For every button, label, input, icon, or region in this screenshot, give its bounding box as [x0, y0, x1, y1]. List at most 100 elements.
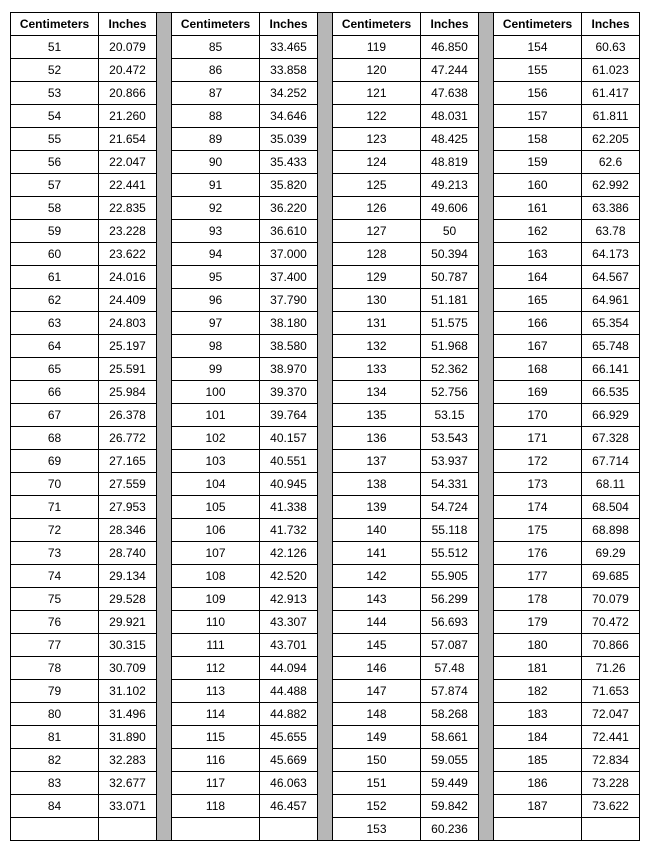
column-gap — [157, 772, 172, 795]
cell-inches: 73.228 — [582, 772, 640, 795]
cell-centimeters: 183 — [494, 703, 582, 726]
cell-inches: 62.205 — [582, 128, 640, 151]
col-header-in: Inches — [421, 13, 479, 36]
column-gap — [479, 427, 494, 450]
cell-centimeters: 67 — [11, 404, 99, 427]
cell-inches: 67.328 — [582, 427, 640, 450]
cell-centimeters: 178 — [494, 588, 582, 611]
cell-centimeters: 157 — [494, 105, 582, 128]
cell-centimeters: 125 — [333, 174, 421, 197]
column-gap — [479, 519, 494, 542]
column-gap — [318, 381, 333, 404]
column-gap — [479, 197, 494, 220]
cell-inches: 31.890 — [99, 726, 157, 749]
cell-centimeters: 64 — [11, 335, 99, 358]
cell-centimeters: 150 — [333, 749, 421, 772]
column-gap — [318, 519, 333, 542]
cell-inches — [582, 818, 640, 841]
cell-centimeters: 61 — [11, 266, 99, 289]
cell-centimeters: 148 — [333, 703, 421, 726]
cell-centimeters: 71 — [11, 496, 99, 519]
cell-centimeters: 101 — [172, 404, 260, 427]
cell-inches: 39.764 — [260, 404, 318, 427]
cell-centimeters: 119 — [333, 36, 421, 59]
cell-inches: 31.102 — [99, 680, 157, 703]
cell-inches: 35.820 — [260, 174, 318, 197]
column-gap — [479, 13, 494, 36]
column-gap — [318, 36, 333, 59]
column-gap — [157, 703, 172, 726]
cell-centimeters: 131 — [333, 312, 421, 335]
cell-centimeters: 135 — [333, 404, 421, 427]
table-row: 8332.67711746.06315159.44918673.228 — [11, 772, 640, 795]
cell-centimeters: 134 — [333, 381, 421, 404]
cell-inches: 38.970 — [260, 358, 318, 381]
cell-centimeters: 161 — [494, 197, 582, 220]
table-row: 7328.74010742.12614155.51217669.29 — [11, 542, 640, 565]
cell-inches: 30.709 — [99, 657, 157, 680]
table-row: 7228.34610641.73214055.11817568.898 — [11, 519, 640, 542]
column-gap — [479, 335, 494, 358]
cell-centimeters: 73 — [11, 542, 99, 565]
cell-inches: 59.449 — [421, 772, 479, 795]
cell-centimeters: 92 — [172, 197, 260, 220]
cell-centimeters: 179 — [494, 611, 582, 634]
column-gap — [157, 473, 172, 496]
table-row: 6425.1979838.58013251.96816765.748 — [11, 335, 640, 358]
cell-centimeters: 158 — [494, 128, 582, 151]
cell-inches: 58.268 — [421, 703, 479, 726]
cell-inches: 71.26 — [582, 657, 640, 680]
column-gap — [318, 818, 333, 841]
cell-centimeters: 154 — [494, 36, 582, 59]
cell-centimeters: 162 — [494, 220, 582, 243]
cell-centimeters: 128 — [333, 243, 421, 266]
column-gap — [479, 358, 494, 381]
column-gap — [318, 634, 333, 657]
cell-inches: 55.905 — [421, 565, 479, 588]
cell-centimeters: 83 — [11, 772, 99, 795]
cell-centimeters: 63 — [11, 312, 99, 335]
cell-centimeters: 152 — [333, 795, 421, 818]
cell-centimeters: 124 — [333, 151, 421, 174]
column-gap — [318, 105, 333, 128]
cell-inches: 27.165 — [99, 450, 157, 473]
cell-centimeters: 106 — [172, 519, 260, 542]
cell-centimeters: 109 — [172, 588, 260, 611]
column-gap — [318, 680, 333, 703]
column-gap — [157, 404, 172, 427]
table-row: 6023.6229437.00012850.39416364.173 — [11, 243, 640, 266]
column-gap — [479, 473, 494, 496]
cell-centimeters: 182 — [494, 680, 582, 703]
column-gap — [479, 174, 494, 197]
cell-inches: 35.039 — [260, 128, 318, 151]
cell-centimeters: 166 — [494, 312, 582, 335]
cell-inches: 34.252 — [260, 82, 318, 105]
cell-centimeters: 137 — [333, 450, 421, 473]
cell-inches: 27.559 — [99, 473, 157, 496]
cell-centimeters: 171 — [494, 427, 582, 450]
cell-centimeters: 113 — [172, 680, 260, 703]
cell-inches: 32.677 — [99, 772, 157, 795]
cell-inches: 33.858 — [260, 59, 318, 82]
table-row: 7931.10211344.48814757.87418271.653 — [11, 680, 640, 703]
cell-centimeters: 145 — [333, 634, 421, 657]
cell-inches: 37.400 — [260, 266, 318, 289]
cell-centimeters — [11, 818, 99, 841]
cell-inches: 22.047 — [99, 151, 157, 174]
cell-inches: 23.622 — [99, 243, 157, 266]
column-gap — [318, 220, 333, 243]
table-row: 5421.2608834.64612248.03115761.811 — [11, 105, 640, 128]
cell-inches: 45.669 — [260, 749, 318, 772]
cell-centimeters: 160 — [494, 174, 582, 197]
cell-inches: 25.984 — [99, 381, 157, 404]
cell-inches: 26.378 — [99, 404, 157, 427]
cell-inches: 58.661 — [421, 726, 479, 749]
column-gap — [479, 772, 494, 795]
cell-centimeters: 187 — [494, 795, 582, 818]
cell-centimeters: 159 — [494, 151, 582, 174]
cell-centimeters: 51 — [11, 36, 99, 59]
cell-inches: 56.299 — [421, 588, 479, 611]
column-gap — [318, 404, 333, 427]
cell-centimeters: 146 — [333, 657, 421, 680]
column-gap — [318, 450, 333, 473]
